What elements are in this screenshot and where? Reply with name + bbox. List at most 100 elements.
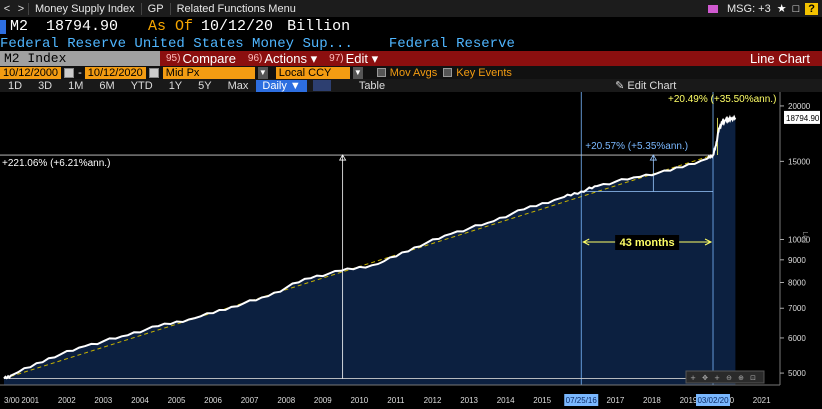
range-ytd[interactable]: YTD <box>130 79 153 92</box>
x-tick-label: 2010 <box>350 396 368 405</box>
x-tick-label: 2015 <box>533 396 551 405</box>
chevron-down-icon[interactable]: ▼ <box>352 66 363 79</box>
unit: Billion <box>287 18 351 35</box>
security-marker <box>0 19 6 34</box>
currency-select[interactable]: Local CCY <box>275 66 350 79</box>
annotation-label: +20.49% (+35.50%ann.) <box>668 94 776 105</box>
x-tick-label: 2018 <box>643 396 661 405</box>
x-tick-label: 2001 <box>21 396 39 405</box>
back-arrow-icon[interactable]: < <box>3 2 11 15</box>
mini-tool-icon: + <box>690 374 696 382</box>
annotation-label: +20.57% (+5.35%ann.) <box>585 141 688 152</box>
help-icon[interactable]: ? <box>805 2 818 15</box>
menu-related-functions[interactable]: Related Functions Menu <box>169 2 302 15</box>
annotation-label: 43 months <box>620 237 675 249</box>
calendar-icon[interactable] <box>148 67 159 78</box>
mini-tool-icon: + <box>714 374 720 382</box>
y-tick-label: 7000 <box>788 304 806 313</box>
compare-button[interactable]: 95) Compare <box>166 51 236 66</box>
months-arrow-left <box>582 238 590 246</box>
key-events-checkbox[interactable] <box>443 68 453 77</box>
x-tick-label: 2002 <box>58 396 76 405</box>
chevron-down-icon: ▾ <box>368 51 379 66</box>
menu-gp[interactable]: GP <box>140 2 170 15</box>
chevron-down-icon: ▾ <box>307 51 318 66</box>
mini-tool-icon: ⊡ <box>750 374 756 382</box>
x-tick-label: 2009 <box>314 396 332 405</box>
mini-tool-icon: ⊖ <box>726 374 732 382</box>
x-tick-label: 2021 <box>753 396 771 405</box>
x-tick-label: 2011 <box>387 396 405 405</box>
menu-bar: < > Money Supply Index GP Related Functi… <box>0 0 822 17</box>
field-select[interactable]: Mid Px <box>162 66 255 79</box>
edit-button[interactable]: 97) Edit ▾ <box>329 51 379 66</box>
x-tick-label: 3/00 <box>4 396 20 405</box>
star-icon[interactable]: ★ <box>776 3 787 15</box>
x-tick-label: 2013 <box>460 396 478 405</box>
msg-count[interactable]: MSG: +3 <box>727 2 771 15</box>
x-tick-label: 2017 <box>606 396 624 405</box>
key-events-label: Key Events <box>456 66 512 79</box>
x-tick-label: 2008 <box>277 396 295 405</box>
source-name: Federal Reserve <box>388 36 515 51</box>
settings-bar: 10/12/2000 - 10/12/2020 Mid Px ▼ Local C… <box>0 66 822 79</box>
line-chart-icon[interactable] <box>312 80 331 91</box>
y-tick-label: 6000 <box>788 334 806 343</box>
series-line <box>3 114 737 380</box>
chart-area: 5000 6000 7000 8000 9000 10000 15000 20000 Log 3/… <box>0 92 822 409</box>
x-tick-label: 2006 <box>204 396 222 405</box>
mov-avgs-checkbox[interactable] <box>376 68 386 77</box>
x-tick-label: 2003 <box>94 396 112 405</box>
chart-type-title: Line Chart <box>750 51 810 66</box>
table-button[interactable]: Table <box>358 79 386 92</box>
edit-chart-icon: ✎ <box>615 80 628 92</box>
arrow-total-head <box>338 154 347 161</box>
y-tick-label: 8000 <box>788 279 806 288</box>
as-of-date: 10/12/20 <box>201 18 274 35</box>
start-date-input[interactable]: 10/12/2000 <box>0 66 62 79</box>
x-tick-label: 2005 <box>168 396 186 405</box>
arrow-2016-head <box>649 154 658 161</box>
log-scale-icon: Log <box>801 232 808 244</box>
chart-mini-toolbar[interactable]: + ✥ + ⊖ ⊕ ⊡ <box>685 370 765 384</box>
mov-avgs-label: Mov Avgs <box>389 66 438 79</box>
security-name: Federal Reserve United States Money Sup.… <box>0 36 353 51</box>
range-6m[interactable]: 6M <box>99 79 115 92</box>
mini-toolbar-bg <box>685 370 765 384</box>
y-tick-label: 9000 <box>788 256 806 265</box>
range-1y[interactable]: 1Y <box>168 79 183 92</box>
end-date-input[interactable]: 10/12/2020 <box>84 66 146 79</box>
last-value-box <box>784 110 820 124</box>
menu-money-supply-index[interactable]: Money Supply Index <box>28 2 141 15</box>
calendar-icon[interactable] <box>64 67 75 78</box>
y-tick-label: 20000 <box>788 102 811 111</box>
function-toolbar: M2 Index 95) Compare 96) Actions ▾ 97) Edit… <box>0 51 822 66</box>
edit-chart-button[interactable]: ✎ Edit Chart <box>615 80 677 92</box>
x-tick-label: 2007 <box>241 396 259 405</box>
index-field[interactable]: M2 Index <box>0 51 160 66</box>
range-max[interactable]: Max <box>227 79 249 92</box>
period-select[interactable]: Daily ▼ <box>256 79 307 92</box>
range-1m[interactable]: 1M <box>68 79 84 92</box>
months-label-bg <box>615 235 680 250</box>
highlight-date-label: 03/02/20 <box>697 396 729 405</box>
range-5y[interactable]: 5Y <box>198 79 212 92</box>
mail-icon <box>708 4 719 13</box>
ticker: M2 <box>10 18 29 35</box>
mini-tool-icon: ✥ <box>702 374 708 382</box>
actions-button[interactable]: 96) Actions ▾ <box>247 51 318 66</box>
range-1d[interactable]: 1D <box>8 79 23 92</box>
quote-line: M2 18794.90 As Of 10/12/20 Billion <box>0 17 822 36</box>
last-price: 18794.90 <box>46 18 119 35</box>
window-icon[interactable]: □ <box>792 2 800 15</box>
y-tick-label: 10000 <box>788 236 811 245</box>
annotation-label: +221.06% (+6.21%ann.) <box>2 158 110 169</box>
x-tick-label: 2019 <box>680 396 698 405</box>
x-tick-label: 2012 <box>424 396 442 405</box>
highlight-date-box-0 <box>564 394 599 406</box>
y-tick-label: 15000 <box>788 157 811 166</box>
range-3d[interactable]: 3D <box>38 79 53 92</box>
chevron-down-icon[interactable]: ▼ <box>257 66 268 79</box>
highlight-date-label: 07/25/16 <box>566 396 598 405</box>
forward-arrow-icon[interactable]: > <box>17 2 25 15</box>
